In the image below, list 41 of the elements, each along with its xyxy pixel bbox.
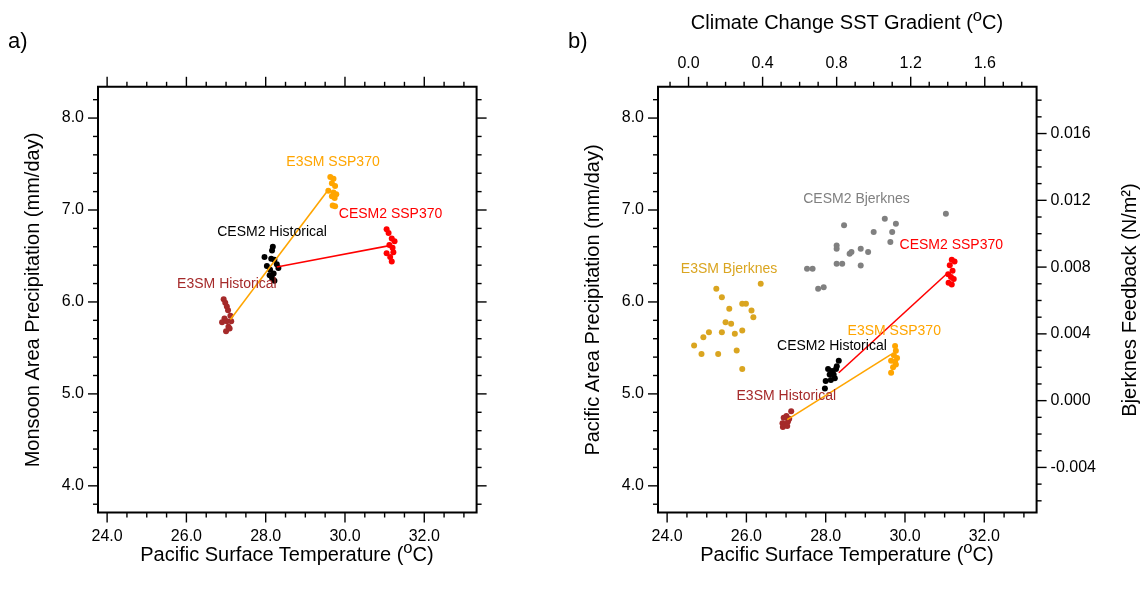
x-tick-label: 32.0 — [408, 526, 440, 544]
y-tick-label: 0.016 — [1050, 123, 1091, 141]
x-tick-label: 0.0 — [677, 53, 700, 71]
series-label: E3SM SSP370 — [286, 152, 380, 169]
y-tick-label: 6.0 — [61, 292, 85, 310]
y-tick-label: 7.0 — [621, 200, 645, 218]
y-tick-label: 4.0 — [621, 476, 645, 494]
x-axis-title: Climate Change SST Gradient ($^{o}$C) — [690, 6, 1004, 33]
x-tick-label: 24.0 — [91, 526, 123, 544]
x-tick-label: 32.0 — [968, 526, 1000, 544]
y-tick-label: 0.012 — [1050, 190, 1091, 208]
x-tick-label: 30.0 — [329, 526, 361, 544]
series-label: CESM2 Bjerknes — [803, 189, 910, 206]
y-tick-label: 0.008 — [1050, 257, 1091, 275]
x-tick-label: 0.4 — [751, 53, 774, 71]
series-label: CESM2 SSP370 — [338, 205, 443, 222]
y-tick-label: 5.0 — [621, 384, 645, 402]
x-tick-label: 28.0 — [250, 526, 282, 544]
x-tick-label: 1.6 — [973, 53, 996, 71]
series-label: CESM2 SSP370 — [899, 235, 1004, 252]
y-tick-label: 6.0 — [621, 292, 645, 310]
y-tick-label: 7.0 — [61, 200, 85, 218]
x-tick-label: 28.0 — [810, 526, 842, 544]
series-label: E3SM SSP370 — [847, 321, 942, 338]
y-axis-title: Pacific Area Precipitation (mm/day) — [581, 144, 603, 456]
x-tick-label: 24.0 — [651, 526, 683, 544]
series-label: E3SM Bjerknes — [680, 259, 778, 276]
x-tick-label: 0.8 — [825, 53, 848, 71]
y-tick-label: 5.0 — [61, 384, 85, 402]
y-axis-title: Monsoon Area Precipitation (mm/day) — [21, 132, 43, 468]
y-tick-label: 0.000 — [1050, 391, 1091, 409]
y-axis-title: Bjerknes Feedback (N/m²) — [1118, 183, 1140, 417]
y-tick-label: 8.0 — [621, 108, 645, 126]
x-tick-label: 1.2 — [899, 53, 922, 71]
y-tick-label: 0.004 — [1050, 324, 1091, 342]
y-tick-label: 8.0 — [61, 108, 85, 126]
y-tick-label: 4.0 — [61, 476, 85, 494]
x-tick-label: 30.0 — [889, 526, 921, 544]
chart-title: b) — [568, 28, 588, 53]
y-tick-label: -0.004 — [1050, 457, 1097, 475]
chart-title: a) — [8, 28, 28, 53]
